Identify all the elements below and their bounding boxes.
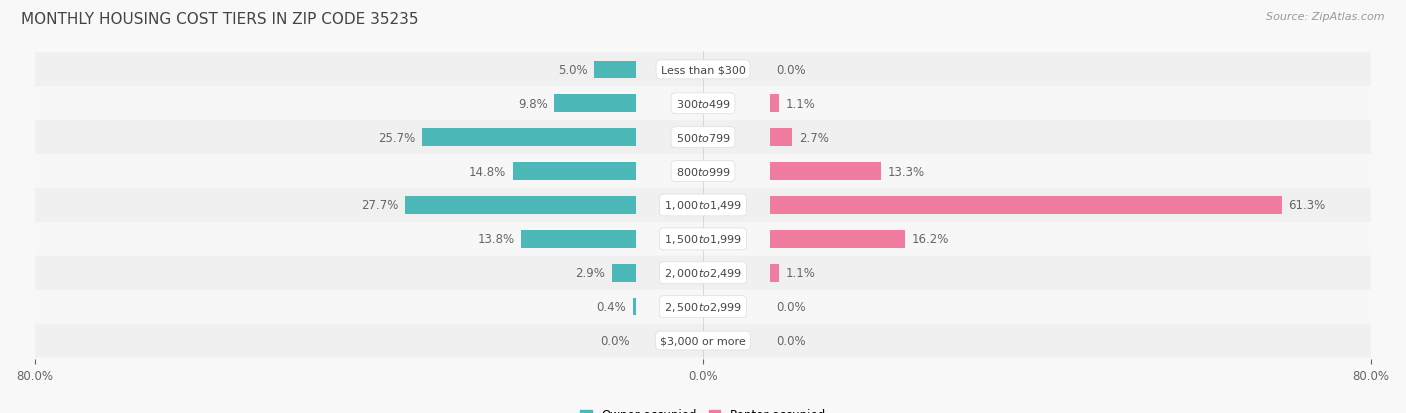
Text: $500 to $799: $500 to $799 (675, 132, 731, 144)
Text: 13.8%: 13.8% (477, 233, 515, 246)
FancyBboxPatch shape (35, 87, 1371, 121)
Text: 2.9%: 2.9% (575, 267, 606, 280)
Bar (769, 163, 880, 180)
Text: 5.0%: 5.0% (558, 64, 588, 77)
Bar (522, 230, 636, 248)
Text: $1,500 to $1,999: $1,500 to $1,999 (664, 233, 742, 246)
FancyBboxPatch shape (35, 256, 1371, 290)
Text: 13.3%: 13.3% (887, 165, 925, 178)
Text: 1.1%: 1.1% (786, 267, 815, 280)
Bar (612, 264, 636, 282)
Text: $1,000 to $1,499: $1,000 to $1,499 (664, 199, 742, 212)
Bar (769, 197, 1281, 214)
Bar (769, 264, 779, 282)
Text: Source: ZipAtlas.com: Source: ZipAtlas.com (1267, 12, 1385, 22)
Text: Less than $300: Less than $300 (661, 65, 745, 75)
Bar (633, 298, 636, 316)
Text: 0.0%: 0.0% (600, 334, 630, 347)
Text: $2,000 to $2,499: $2,000 to $2,499 (664, 267, 742, 280)
Text: $3,000 or more: $3,000 or more (661, 336, 745, 346)
Bar (769, 230, 905, 248)
Text: $2,500 to $2,999: $2,500 to $2,999 (664, 300, 742, 313)
Text: 0.4%: 0.4% (596, 300, 626, 313)
Text: MONTHLY HOUSING COST TIERS IN ZIP CODE 35235: MONTHLY HOUSING COST TIERS IN ZIP CODE 3… (21, 12, 419, 27)
FancyBboxPatch shape (35, 222, 1371, 256)
Text: 0.0%: 0.0% (776, 334, 806, 347)
FancyBboxPatch shape (35, 121, 1371, 155)
Text: 14.8%: 14.8% (468, 165, 506, 178)
Legend: Owner-occupied, Renter-occupied: Owner-occupied, Renter-occupied (579, 408, 827, 413)
Bar (422, 129, 636, 147)
Text: $800 to $999: $800 to $999 (675, 166, 731, 178)
Text: 27.7%: 27.7% (361, 199, 398, 212)
Text: 61.3%: 61.3% (1288, 199, 1326, 212)
Text: 25.7%: 25.7% (378, 131, 415, 144)
Bar (595, 62, 636, 79)
FancyBboxPatch shape (35, 290, 1371, 324)
Bar (513, 163, 636, 180)
Text: 0.0%: 0.0% (776, 64, 806, 77)
Text: 9.8%: 9.8% (517, 97, 548, 111)
Text: 16.2%: 16.2% (911, 233, 949, 246)
FancyBboxPatch shape (35, 324, 1371, 358)
Text: 0.0%: 0.0% (776, 300, 806, 313)
Text: 1.1%: 1.1% (786, 97, 815, 111)
Text: 2.7%: 2.7% (799, 131, 830, 144)
Bar (554, 95, 636, 113)
Bar (405, 197, 636, 214)
Text: $300 to $499: $300 to $499 (675, 98, 731, 110)
Bar (769, 129, 793, 147)
FancyBboxPatch shape (35, 189, 1371, 222)
Bar (769, 95, 779, 113)
FancyBboxPatch shape (35, 155, 1371, 189)
FancyBboxPatch shape (35, 53, 1371, 87)
